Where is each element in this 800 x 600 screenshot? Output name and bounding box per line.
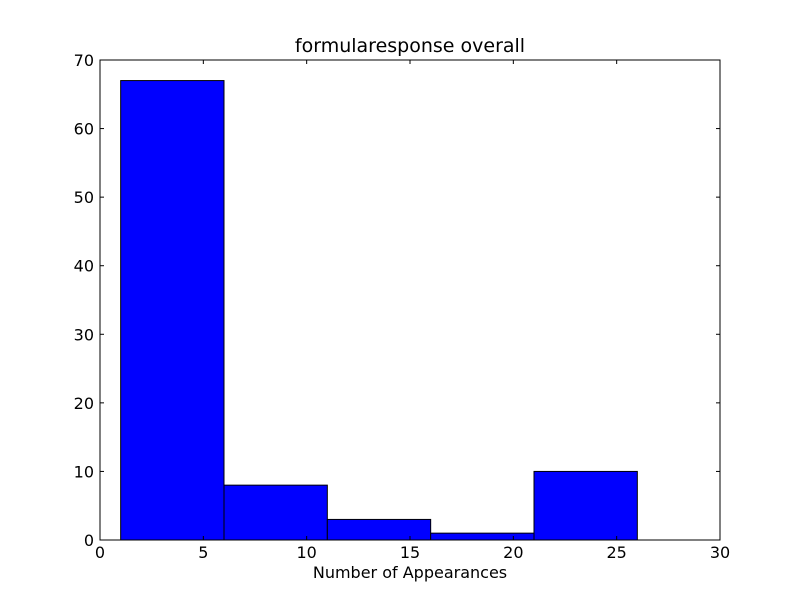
tick-labels-group: 0 5 10 15 20 25 30 0 10 20 30 40 50 60 70 xyxy=(74,51,731,562)
y-tick-label-6: 60 xyxy=(74,120,94,139)
y-tick-label-1: 10 xyxy=(74,462,94,481)
histogram-bar-4 xyxy=(533,470,638,541)
y-tick-label-4: 40 xyxy=(74,257,94,276)
x-tick-label-6: 30 xyxy=(710,543,730,562)
x-tick-label-0: 0 xyxy=(95,543,105,562)
histogram-bar-2 xyxy=(326,518,432,541)
x-tick-label-4: 20 xyxy=(503,543,523,562)
ticks-group xyxy=(99,59,721,541)
x-tick-label-1: 5 xyxy=(198,543,208,562)
histogram-bar-3 xyxy=(430,532,535,541)
histogram-bar-0 xyxy=(120,80,225,541)
y-tick-label-7: 70 xyxy=(74,51,94,70)
y-tick-label-2: 20 xyxy=(74,394,94,413)
bars-group xyxy=(120,80,638,541)
x-tick-label-3: 15 xyxy=(400,543,420,562)
y-tick-label-5: 50 xyxy=(74,188,94,207)
x-tick-label-2: 10 xyxy=(296,543,316,562)
y-tick-label-3: 30 xyxy=(74,325,94,344)
histogram-bar-1 xyxy=(223,484,328,541)
x-axis-title: Number of Appearances xyxy=(313,563,507,582)
chart-title: formularesponse overall xyxy=(295,35,525,57)
y-tick-label-0: 0 xyxy=(84,531,94,550)
x-tick-label-5: 25 xyxy=(606,543,626,562)
